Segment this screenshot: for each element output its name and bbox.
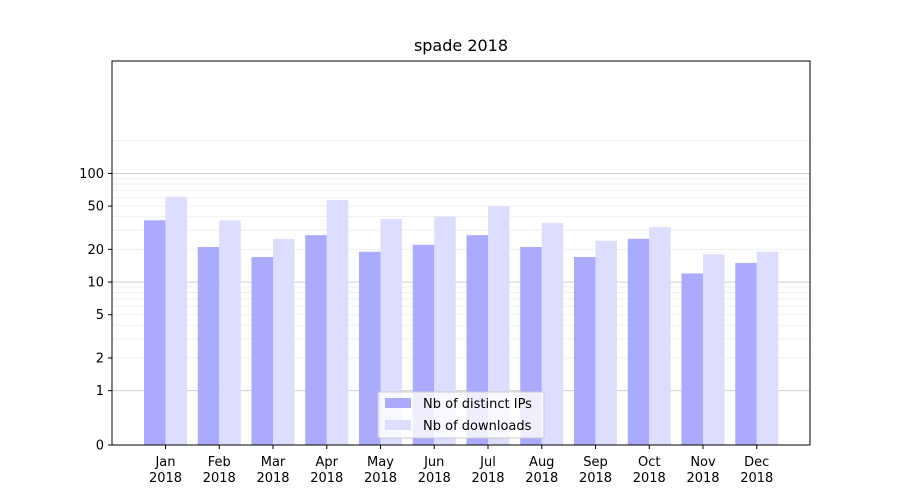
y-tick-label: 0 xyxy=(96,439,104,454)
x-tick-label-month: Mar xyxy=(261,455,286,470)
x-tick-label-month: Dec xyxy=(744,455,769,470)
bar-distinct-ips xyxy=(305,235,327,445)
bar-downloads xyxy=(703,254,725,445)
y-tick-label: 5 xyxy=(96,308,104,323)
x-tick-label-year: 2018 xyxy=(525,471,558,486)
bar-downloads xyxy=(380,219,402,445)
bar-distinct-ips xyxy=(197,247,220,445)
x-tick-label-month: Apr xyxy=(316,455,339,470)
legend-swatch-downloads xyxy=(385,420,411,430)
x-tick-label-year: 2018 xyxy=(149,471,182,486)
bar-downloads xyxy=(756,251,779,445)
x-tick-label-year: 2018 xyxy=(686,471,719,486)
bars xyxy=(144,196,779,445)
x-tick-label-month: Jul xyxy=(479,455,496,470)
x-tick-label-year: 2018 xyxy=(633,471,666,486)
y-axis: 0 1 2 5 10 20 50 100 xyxy=(79,167,112,454)
bar-downloads xyxy=(165,196,187,445)
x-tick-label-year: 2018 xyxy=(471,471,504,486)
x-tick-label-month: Nov xyxy=(690,455,716,470)
x-tick-label-year: 2018 xyxy=(740,471,773,486)
x-axis: Jan2018Feb2018Mar2018Apr2018May2018Jun20… xyxy=(149,445,773,486)
x-tick-label-month: Oct xyxy=(638,455,660,470)
legend-swatch-distinct-ips xyxy=(385,398,411,408)
x-tick-label-month: Sep xyxy=(583,455,608,470)
y-tick-label: 2 xyxy=(96,351,104,366)
x-tick-label-year: 2018 xyxy=(579,471,612,486)
chart-title: spade 2018 xyxy=(414,36,508,55)
plot-frame xyxy=(111,60,811,446)
bar-downloads xyxy=(595,240,617,445)
y-tick-label: 1 xyxy=(96,384,104,399)
x-tick-label-year: 2018 xyxy=(256,471,289,486)
bar-downloads xyxy=(649,227,671,445)
legend-label-downloads: Nb of downloads xyxy=(423,419,532,434)
x-tick-label-year: 2018 xyxy=(203,471,236,486)
bar-downloads xyxy=(273,238,295,445)
bar-downloads xyxy=(326,199,349,445)
y-tick-label: 100 xyxy=(79,167,104,182)
legend-box xyxy=(377,391,545,439)
bar-downloads xyxy=(488,206,510,445)
bar-distinct-ips xyxy=(627,238,650,445)
x-tick-label-month: Aug xyxy=(529,455,554,470)
y-tick-label: 50 xyxy=(87,200,104,215)
y-tick-label: 20 xyxy=(87,243,104,258)
x-tick-label-month: Jan xyxy=(154,455,175,470)
legend: Nb of distinct IPs Nb of downloads xyxy=(377,391,545,439)
y-tick-label: 10 xyxy=(87,276,104,291)
bar-distinct-ips xyxy=(681,273,703,445)
legend-label-distinct-ips: Nb of distinct IPs xyxy=(423,397,532,412)
bar-distinct-ips xyxy=(359,251,381,445)
x-tick-label-year: 2018 xyxy=(364,471,397,486)
x-tick-label-month: Jun xyxy=(423,455,444,470)
x-tick-label-year: 2018 xyxy=(310,471,343,486)
bar-downloads xyxy=(219,220,241,445)
bar-distinct-ips xyxy=(574,257,596,445)
x-tick-label-month: May xyxy=(367,455,394,470)
bar-downloads xyxy=(434,216,456,445)
x-tick-label-year: 2018 xyxy=(418,471,451,486)
bar-downloads xyxy=(541,222,564,445)
bar-distinct-ips xyxy=(735,262,757,445)
bar-distinct-ips xyxy=(251,257,273,445)
bar-distinct-ips xyxy=(144,220,166,445)
x-tick-label-month: Feb xyxy=(208,455,231,470)
